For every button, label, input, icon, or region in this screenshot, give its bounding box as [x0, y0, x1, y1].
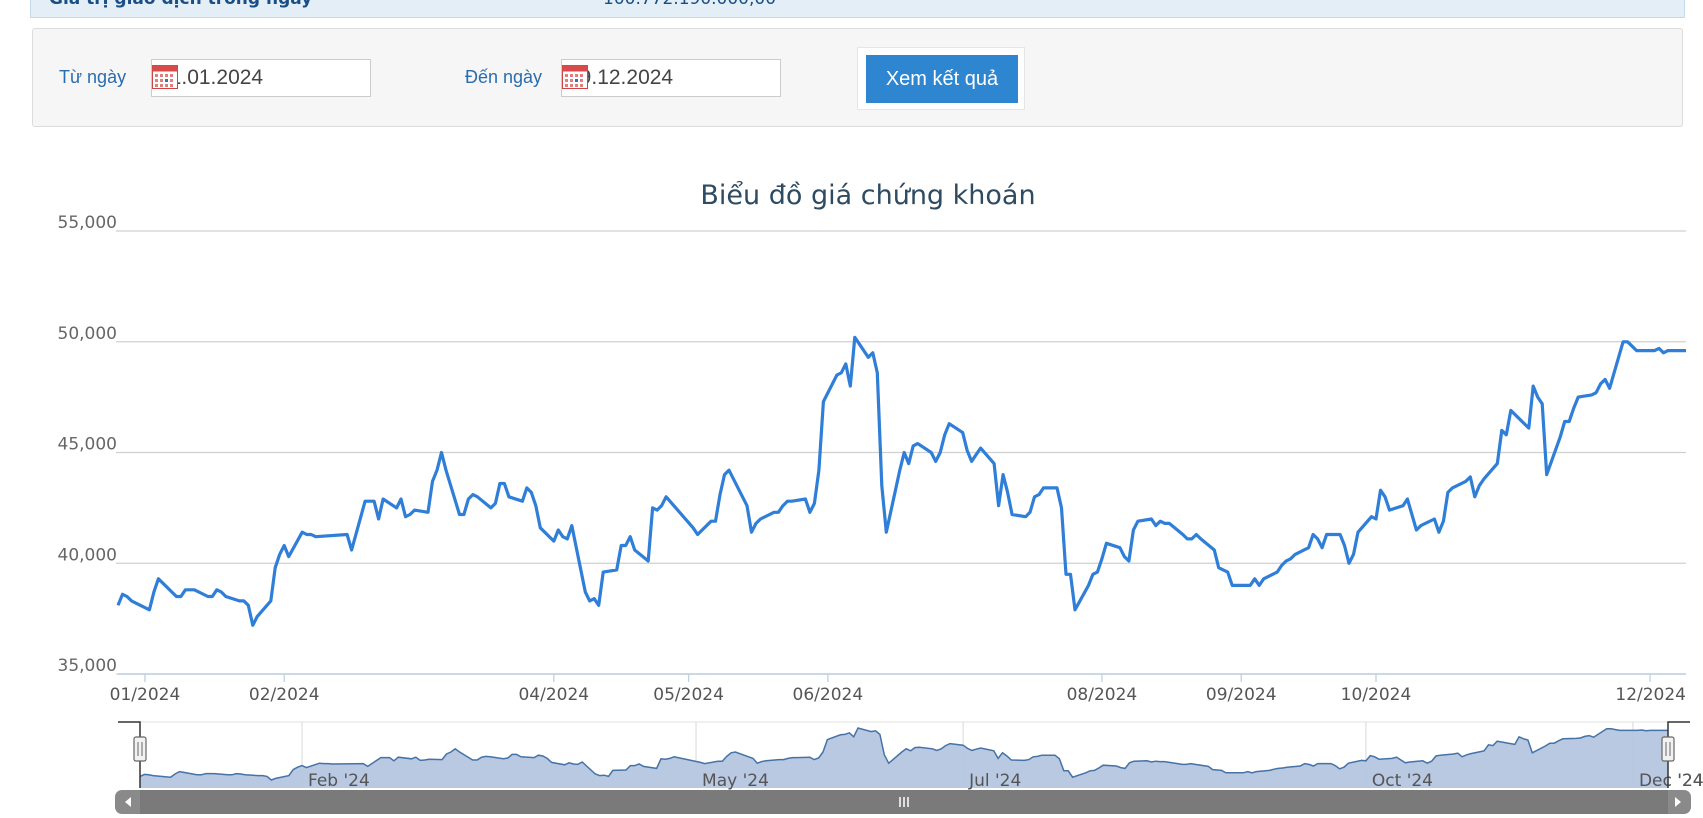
view-results-button[interactable]: Xem kết quả — [866, 55, 1018, 103]
summary-row: Giá trị giao dịch trong ngày 100.772.190… — [30, 0, 1685, 18]
date-filter-panel: Từ ngày 01.01.2024 Đến ngày 09.12.2024 — [32, 28, 1683, 127]
navigator-tick-label: May '24 — [702, 771, 769, 791]
to-date-input[interactable]: 09.12.2024 — [561, 59, 781, 97]
y-tick-label: 35,000 — [58, 656, 117, 676]
calendar-icon[interactable] — [562, 65, 588, 89]
navigator-tick-label: Oct '24 — [1372, 771, 1433, 791]
navigator-left-handle[interactable] — [133, 736, 147, 762]
navigator-right-handle[interactable] — [1661, 736, 1675, 762]
price-line — [116, 335, 1686, 627]
chart-gridlines — [116, 230, 1686, 675]
submit-button-wrap: Xem kết quả — [857, 47, 1025, 110]
navigator-area — [140, 728, 1668, 788]
x-tick-label: 08/2024 — [1067, 685, 1138, 705]
navigator-tick-label: Feb '24 — [308, 771, 370, 791]
summary-value: 100.772.190.000,00 — [603, 0, 776, 9]
scroll-left-icon[interactable] — [125, 797, 131, 807]
y-axis-ticks: 35,000 40,000 45,000 50,000 55,000 — [58, 213, 117, 676]
to-date-label: Đến ngày — [465, 67, 543, 87]
x-tick-label: 01/2024 — [110, 685, 181, 705]
chart-scrollbar[interactable] — [115, 790, 1691, 814]
navigator-outline — [118, 721, 141, 788]
calendar-icon[interactable] — [152, 65, 178, 89]
chart-series — [116, 335, 1686, 627]
chart-title: Biểu đồ giá chứng khoán — [700, 180, 1035, 211]
x-tick-label: 12/2024 — [1615, 685, 1686, 705]
navigator-line — [139, 727, 1668, 781]
x-tick-label: 06/2024 — [793, 685, 864, 705]
summary-label: Giá trị giao dịch trong ngày — [49, 0, 312, 9]
x-tick-label: 09/2024 — [1206, 685, 1277, 705]
x-tick-label: 05/2024 — [653, 685, 724, 705]
x-tick-label: 02/2024 — [249, 685, 320, 705]
y-tick-label: 50,000 — [58, 324, 117, 344]
x-axis-ticks: 01/2024 02/2024 04/2024 05/2024 06/2024 08/20… — [110, 674, 1686, 705]
x-tick-label: 10/2024 — [1341, 685, 1412, 705]
from-date-input[interactable]: 01.01.2024 — [151, 59, 371, 97]
navigator-tick-label: Jul '24 — [968, 771, 1021, 791]
navigator-tick-label: Dec '24 — [1639, 771, 1703, 791]
to-date-value: 09.12.2024 — [568, 66, 674, 89]
y-tick-label: 45,000 — [58, 435, 117, 455]
navigator-outline — [1667, 721, 1690, 788]
x-tick-label: 04/2024 — [518, 685, 589, 705]
scroll-right-icon[interactable] — [1675, 797, 1681, 807]
y-tick-label: 55,000 — [58, 213, 117, 233]
y-tick-label: 40,000 — [58, 545, 117, 565]
from-date-value: 01.01.2024 — [158, 66, 264, 89]
from-date-label: Từ ngày — [59, 67, 127, 87]
